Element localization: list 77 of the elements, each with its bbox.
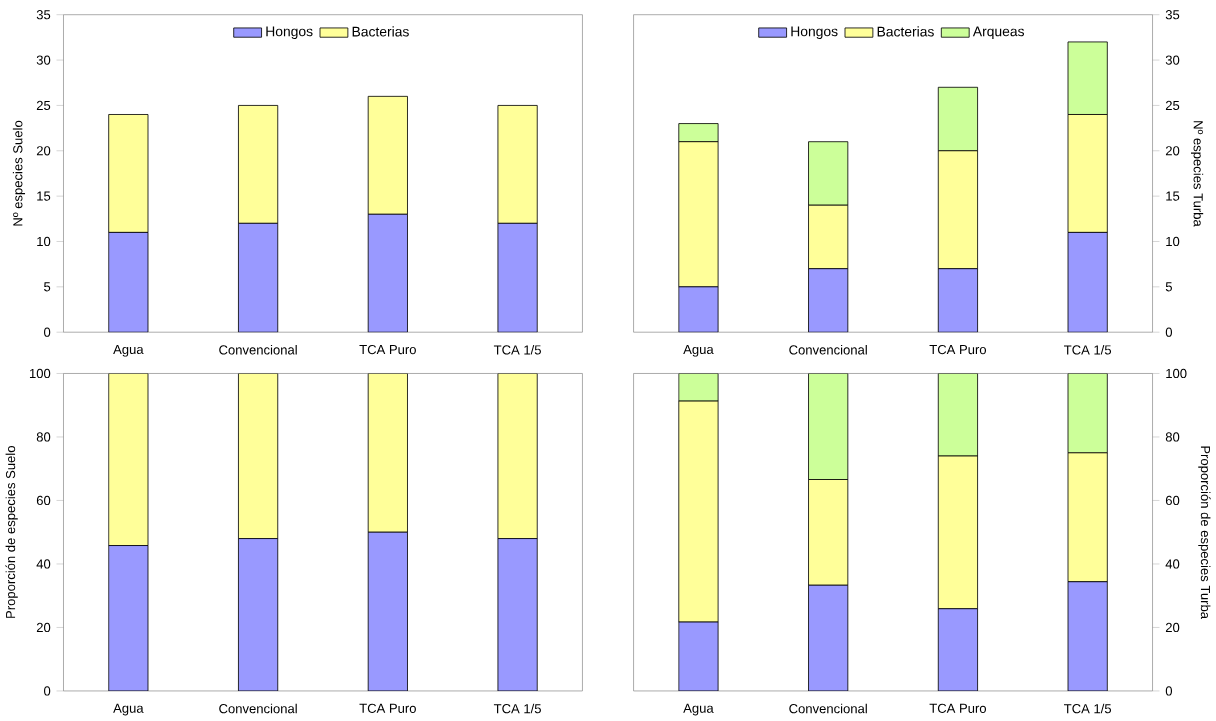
bar (1067, 581, 1108, 692)
bar (497, 223, 538, 333)
legend-label: Bacterias (877, 26, 934, 37)
bar (238, 223, 279, 333)
bar (678, 373, 719, 402)
y-tick-label: 0 (44, 686, 51, 696)
x-tick-label: TCA 1/5 (493, 703, 541, 714)
bar (678, 286, 719, 333)
x-tick-label: TCA Puro (929, 703, 987, 714)
bar (238, 373, 279, 540)
y2-tick-label: 0 (1165, 686, 1173, 696)
y-tick-label: 25 (36, 100, 51, 111)
y-tick-label: 30 (36, 55, 51, 65)
bar (1067, 232, 1108, 333)
bar (367, 373, 408, 533)
bar (367, 213, 408, 333)
bar (808, 268, 849, 333)
bar (808, 584, 849, 692)
y-axis-title: Proporción de especies Suelo (5, 446, 18, 618)
x-tick-label: TCA 1/5 (1064, 703, 1112, 714)
x-tick-label: TCA 1/5 (493, 345, 541, 355)
y2-tick-label: 20 (1165, 622, 1180, 633)
x-tick-label: Convencional (219, 703, 297, 714)
y2-tick-label: 35 (1165, 10, 1180, 20)
legend-label: Hongos (266, 26, 313, 40)
bar (238, 538, 279, 692)
y2-tick-label: 100 (1166, 368, 1187, 379)
y2-tick-label: 30 (1165, 55, 1180, 65)
y2-tick-label: 5 (1165, 282, 1172, 292)
bar (808, 373, 849, 481)
bar (108, 232, 149, 333)
y2-tick-label: 80 (1165, 432, 1180, 442)
x-tick-label: Agua (683, 703, 714, 716)
y2-tick-label: 60 (1165, 495, 1180, 506)
x-tick-label: TCA 1/5 (1064, 345, 1112, 355)
x-tick-label: Agua (113, 703, 144, 716)
x-tick-label: Agua (683, 345, 714, 357)
bar (1067, 373, 1108, 454)
y2-tick-label: 15 (1166, 191, 1180, 201)
x-tick-label: Convencional (789, 703, 867, 714)
y-tick-label: 40 (36, 559, 51, 569)
y2-axis-title: Nº especies Turba (1190, 121, 1204, 227)
x-tick-label: Convencional (789, 345, 867, 355)
y-tick-label: 0 (44, 327, 51, 337)
bar (678, 621, 719, 692)
bar (937, 268, 978, 333)
x-tick-label: Convencional (219, 345, 297, 355)
y-tick-label: 5 (44, 282, 51, 292)
bar (937, 608, 978, 692)
x-tick-label: Agua (113, 345, 144, 357)
y-tick-label: 60 (36, 495, 51, 506)
y2-tick-label: 10 (1166, 236, 1180, 247)
x-tick-label: TCA Puro (359, 703, 416, 714)
y-tick-label: 100 (29, 368, 51, 379)
x-tick-label: TCA Puro (359, 345, 416, 355)
y-tick-label: 20 (36, 622, 51, 633)
y2-tick-label: 25 (1165, 100, 1180, 111)
legend-label: Arqueas (972, 26, 1025, 40)
bar (497, 373, 538, 540)
y-tick-label: 15 (37, 191, 51, 201)
bar (367, 531, 408, 692)
bar (497, 538, 538, 692)
bar (937, 373, 978, 457)
y-tick-label: 20 (36, 146, 51, 156)
y2-tick-label: 20 (1165, 146, 1180, 156)
y-tick-label: 35 (36, 10, 51, 20)
y2-tick-label: 40 (1165, 559, 1180, 569)
y-tick-label: 80 (36, 432, 51, 442)
legend-label: Hongos (791, 26, 838, 40)
x-tick-label: TCA Puro (929, 345, 987, 355)
y2-tick-label: 0 (1165, 327, 1173, 337)
y-tick-label: 10 (37, 236, 51, 247)
y-axis-title: Nº especies Suelo (12, 120, 26, 226)
bar (108, 545, 149, 692)
bar (108, 373, 149, 547)
y2-axis-title: Proporción de especies Turba (1198, 446, 1211, 620)
legend-label: Bacterias (352, 26, 409, 37)
